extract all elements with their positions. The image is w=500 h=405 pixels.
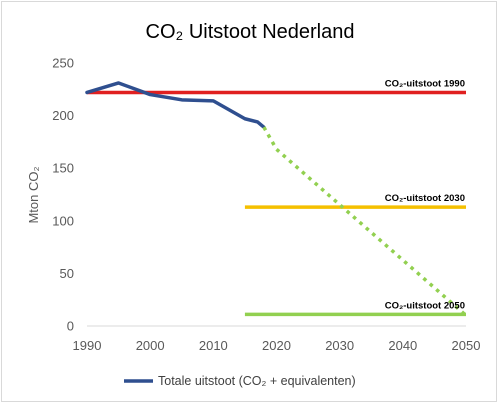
x-tick-label: 2050 bbox=[452, 338, 481, 353]
series-layer bbox=[85, 81, 468, 317]
legend: Totale uitstoot (CO₂ + equivalenten) bbox=[124, 374, 356, 388]
projection-series-line bbox=[262, 126, 468, 317]
reference-line-label: CO₂-uitstoot 2030 bbox=[385, 193, 465, 204]
x-tick-label: 2000 bbox=[136, 338, 165, 353]
x-tick-label: 1990 bbox=[73, 338, 102, 353]
reference-line-label: CO₂-uitstoot 2050 bbox=[385, 300, 465, 311]
x-tick-label: 2030 bbox=[325, 338, 354, 353]
y-tick-label: 200 bbox=[52, 108, 74, 123]
reference-lines-layer bbox=[87, 90, 466, 317]
legend-label: Totale uitstoot (CO₂ + equivalenten) bbox=[158, 374, 356, 388]
reference-line-label: CO₂-uitstoot 1990 bbox=[385, 78, 465, 89]
y-tick-label: 50 bbox=[60, 266, 74, 281]
y-axis-label: Mton CO₂ bbox=[26, 166, 41, 223]
y-tick-label: 250 bbox=[52, 56, 74, 71]
chart-title: CO₂ Uitstoot Nederland bbox=[146, 21, 355, 43]
x-tick-label: 2020 bbox=[262, 338, 291, 353]
x-tick-label: 2040 bbox=[388, 338, 417, 353]
emissions-series-line bbox=[85, 81, 266, 129]
axes-layer: 0 50 100 150 200 250 1990 2000 2010 2020 2030 2040 2… bbox=[52, 56, 480, 354]
y-tick-label: 100 bbox=[52, 213, 74, 228]
y-tick-label: 0 bbox=[67, 319, 74, 334]
y-tick-label: 150 bbox=[52, 161, 74, 176]
x-tick-label: 2010 bbox=[199, 338, 228, 353]
annotation-layer: CO₂-uitstoot 1990 CO₂-uitstoot 2030 CO₂-ui… bbox=[385, 78, 465, 311]
